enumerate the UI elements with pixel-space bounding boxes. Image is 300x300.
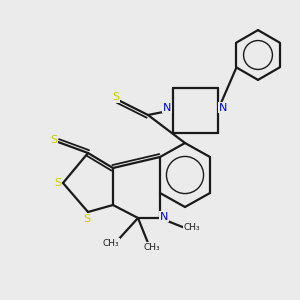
Text: CH₃: CH₃ <box>102 238 119 247</box>
Text: S: S <box>50 135 57 145</box>
Text: CH₃: CH₃ <box>143 243 160 252</box>
Text: CH₃: CH₃ <box>183 224 200 232</box>
Text: S: S <box>112 92 119 102</box>
Text: S: S <box>54 178 61 188</box>
Text: N: N <box>159 212 168 221</box>
Text: N: N <box>219 103 228 112</box>
Text: N: N <box>163 103 171 112</box>
Text: S: S <box>83 214 90 224</box>
